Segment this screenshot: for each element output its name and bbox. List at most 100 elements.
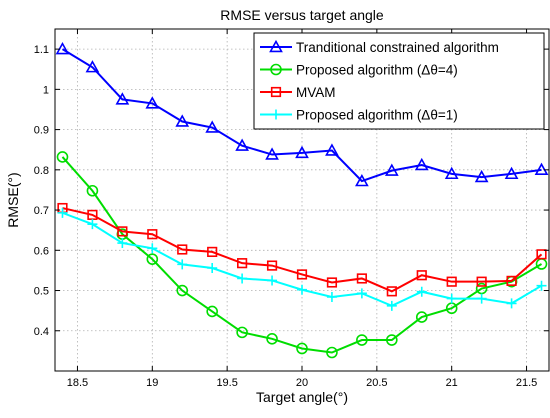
y-tick-label: 0.9 bbox=[34, 125, 49, 137]
data-point bbox=[386, 300, 397, 311]
data-point bbox=[536, 249, 547, 260]
data-point bbox=[325, 143, 339, 156]
x-tick-label: 20 bbox=[296, 377, 308, 389]
data-point bbox=[237, 258, 248, 269]
data-point bbox=[267, 275, 278, 286]
data-point bbox=[476, 293, 487, 304]
data-point bbox=[235, 138, 249, 151]
data-point bbox=[414, 157, 429, 171]
data-point bbox=[356, 288, 367, 299]
data-point bbox=[506, 275, 517, 286]
legend-label: Proposed algorithm (Δθ=1) bbox=[296, 108, 458, 123]
data-point bbox=[175, 114, 190, 127]
y-tick-label: 0.8 bbox=[34, 165, 49, 177]
legend-marker bbox=[271, 109, 281, 120]
data-point bbox=[356, 334, 368, 346]
x-tick-label: 19 bbox=[146, 377, 158, 389]
data-point bbox=[506, 298, 517, 309]
series-group bbox=[55, 41, 549, 359]
data-point bbox=[384, 163, 399, 176]
data-point bbox=[296, 342, 308, 355]
data-point bbox=[326, 346, 338, 359]
y-tick-label: 0.7 bbox=[34, 205, 49, 217]
y-axis-title: RMSE(°) bbox=[5, 172, 21, 227]
legend-label: Tranditional constrained algorithm bbox=[296, 40, 499, 55]
series-3 bbox=[57, 202, 547, 297]
data-point bbox=[295, 145, 309, 159]
series-line bbox=[61, 48, 542, 183]
series-line bbox=[61, 156, 543, 354]
legend-item: MVAM bbox=[260, 85, 336, 100]
x-tick-label: 18.5 bbox=[67, 377, 88, 389]
legend-marker bbox=[270, 86, 282, 98]
data-point bbox=[386, 286, 397, 297]
data-point bbox=[296, 269, 308, 280]
legend-marker bbox=[269, 39, 283, 53]
legend-box bbox=[253, 32, 545, 130]
data-point bbox=[85, 60, 100, 73]
data-point bbox=[446, 293, 457, 304]
data-point bbox=[115, 92, 130, 105]
data-point bbox=[87, 219, 98, 230]
data-point bbox=[205, 120, 220, 133]
data-point bbox=[446, 276, 457, 287]
x-tick-label: 21 bbox=[446, 377, 458, 389]
data-point bbox=[355, 173, 369, 187]
data-point bbox=[147, 229, 158, 240]
data-point bbox=[416, 270, 427, 281]
data-point bbox=[474, 169, 489, 183]
data-point bbox=[297, 284, 307, 295]
data-point bbox=[536, 280, 547, 291]
data-point bbox=[386, 334, 398, 346]
y-tick-label: 0.4 bbox=[34, 326, 49, 338]
x-tick-label: 21.5 bbox=[516, 377, 537, 389]
legend-item: Tranditional constrained algorithm bbox=[260, 39, 499, 55]
data-point bbox=[145, 96, 160, 109]
x-axis-title: Target angle(°) bbox=[256, 389, 348, 405]
legend-label: Proposed algorithm (Δθ=4) bbox=[296, 63, 458, 78]
chart-title: RMSE versus target angle bbox=[220, 7, 384, 23]
y-tick-label: 1 bbox=[43, 84, 49, 96]
legend-marker bbox=[270, 63, 282, 76]
data-point bbox=[147, 243, 158, 254]
data-point bbox=[206, 305, 218, 318]
data-point bbox=[176, 284, 189, 297]
legend: Tranditional constrained algorithm Propos… bbox=[253, 32, 545, 130]
data-point bbox=[266, 333, 278, 345]
x-tick-label: 20.5 bbox=[366, 377, 387, 389]
data-point bbox=[236, 326, 248, 339]
data-point bbox=[504, 166, 519, 180]
series-1 bbox=[55, 41, 549, 187]
data-point bbox=[475, 282, 488, 295]
data-point bbox=[117, 226, 128, 237]
data-point bbox=[326, 277, 338, 288]
data-point bbox=[207, 246, 218, 258]
data-point bbox=[86, 184, 99, 197]
data-point bbox=[476, 276, 487, 287]
data-point bbox=[177, 259, 188, 270]
tick-group: 18.5 19 19.5 20 20.5 21 21.5 0.4 0.5 0.6 0.7 0.8 0.9… bbox=[34, 29, 549, 389]
legend-label: MVAM bbox=[296, 85, 336, 100]
y-tick-label: 1.1 bbox=[34, 44, 49, 56]
data-point bbox=[177, 244, 188, 255]
series-4 bbox=[57, 207, 547, 311]
data-point bbox=[117, 238, 128, 249]
series-line bbox=[62, 207, 543, 293]
legend-item: Proposed algorithm (Δθ=1) bbox=[260, 108, 458, 123]
y-tick-label: 0.6 bbox=[34, 245, 49, 257]
legend-item: Proposed algorithm (Δθ=4) bbox=[260, 63, 458, 78]
data-point bbox=[444, 166, 459, 180]
data-point bbox=[57, 207, 68, 218]
data-point bbox=[146, 253, 159, 265]
data-point bbox=[55, 41, 70, 55]
data-point bbox=[207, 262, 218, 273]
data-point bbox=[56, 151, 69, 163]
data-point bbox=[416, 286, 427, 297]
data-point bbox=[237, 273, 248, 284]
data-point bbox=[265, 147, 279, 160]
data-point bbox=[534, 162, 549, 176]
data-point bbox=[356, 273, 367, 284]
data-point bbox=[415, 311, 428, 323]
data-point bbox=[326, 291, 337, 302]
